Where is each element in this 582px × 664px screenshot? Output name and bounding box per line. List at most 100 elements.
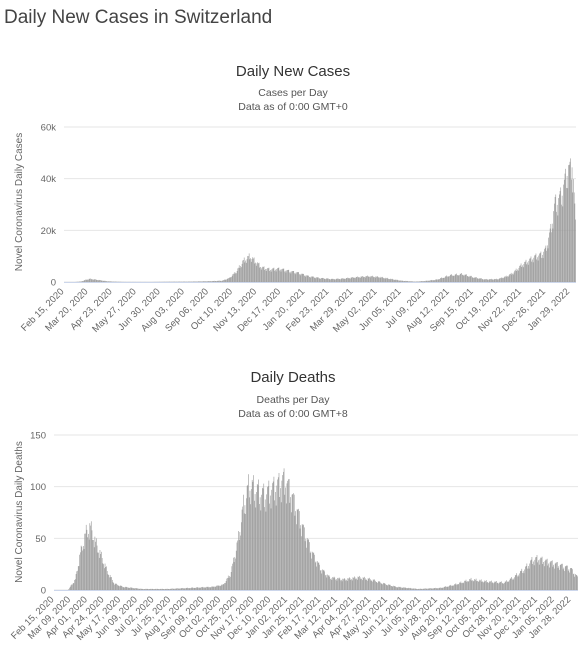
bar <box>508 581 510 590</box>
bar <box>430 280 431 282</box>
bar <box>407 281 409 282</box>
bar <box>293 493 294 590</box>
bar <box>179 588 180 590</box>
bar <box>306 275 307 282</box>
bar <box>80 281 81 282</box>
bar <box>163 589 165 590</box>
bar <box>91 279 93 282</box>
bar <box>389 584 391 590</box>
bar <box>317 561 318 590</box>
bar <box>296 509 298 590</box>
bar <box>430 588 432 590</box>
bar <box>102 280 104 282</box>
bar <box>433 588 435 590</box>
bar <box>235 558 236 590</box>
bar <box>409 281 411 282</box>
bar <box>156 588 158 590</box>
bar <box>215 586 217 590</box>
bar <box>203 281 205 282</box>
bar <box>98 552 99 590</box>
bar <box>326 278 327 282</box>
bar <box>233 562 235 590</box>
bar <box>106 571 108 590</box>
bar <box>227 278 229 282</box>
bar <box>362 580 363 590</box>
bar <box>303 524 304 590</box>
bar <box>200 281 202 282</box>
bar <box>415 588 417 590</box>
bar <box>506 276 508 282</box>
bar <box>475 578 477 590</box>
bar <box>310 551 312 590</box>
bar <box>240 535 241 590</box>
bar <box>440 587 441 590</box>
bar <box>269 270 270 282</box>
bar <box>228 278 229 282</box>
bar <box>253 257 255 282</box>
bar <box>257 262 258 282</box>
bar <box>201 587 203 590</box>
bar <box>422 281 423 282</box>
bar <box>359 577 361 590</box>
bar <box>266 268 268 282</box>
bar <box>197 281 199 282</box>
bar <box>354 576 355 590</box>
bar <box>241 263 243 282</box>
bar <box>514 577 515 590</box>
bar <box>336 580 338 590</box>
bar <box>554 197 556 282</box>
bar <box>334 577 336 590</box>
bar <box>308 539 310 590</box>
bar <box>461 583 462 590</box>
bar <box>452 585 454 590</box>
bar <box>90 278 91 282</box>
bar <box>332 577 333 590</box>
bar <box>510 273 511 282</box>
bar <box>374 579 375 590</box>
bar <box>458 584 460 590</box>
bar <box>435 588 437 590</box>
bar <box>346 278 348 282</box>
bar <box>465 274 467 282</box>
bar <box>427 588 428 590</box>
bar <box>561 195 563 282</box>
bar <box>214 586 215 590</box>
bar <box>310 277 312 282</box>
bar <box>230 571 232 590</box>
bar <box>375 276 377 282</box>
bar <box>506 582 508 590</box>
bar <box>483 581 485 590</box>
bar <box>555 562 557 590</box>
bar <box>155 588 157 590</box>
bar <box>192 587 194 590</box>
bar <box>353 577 354 590</box>
bar <box>364 578 366 590</box>
bar <box>427 280 429 282</box>
bar <box>135 588 137 590</box>
bar <box>476 278 478 282</box>
bar <box>181 588 183 590</box>
bar <box>227 575 229 590</box>
bar <box>470 577 472 590</box>
bar <box>529 258 531 282</box>
bar <box>128 587 130 590</box>
bar <box>78 566 80 590</box>
bar <box>525 259 527 282</box>
bar <box>517 576 518 590</box>
bar <box>108 281 110 282</box>
bar <box>238 531 239 590</box>
bar <box>529 258 530 282</box>
bar <box>233 272 235 282</box>
bar <box>572 574 574 590</box>
bar <box>277 479 278 590</box>
bar <box>333 576 335 590</box>
bar <box>366 276 367 282</box>
bar <box>515 574 517 590</box>
bar <box>234 273 236 282</box>
bar <box>338 279 340 282</box>
bar <box>517 269 518 282</box>
bar <box>316 277 317 282</box>
bar <box>383 583 385 590</box>
bar <box>549 228 551 282</box>
bar <box>414 588 416 590</box>
